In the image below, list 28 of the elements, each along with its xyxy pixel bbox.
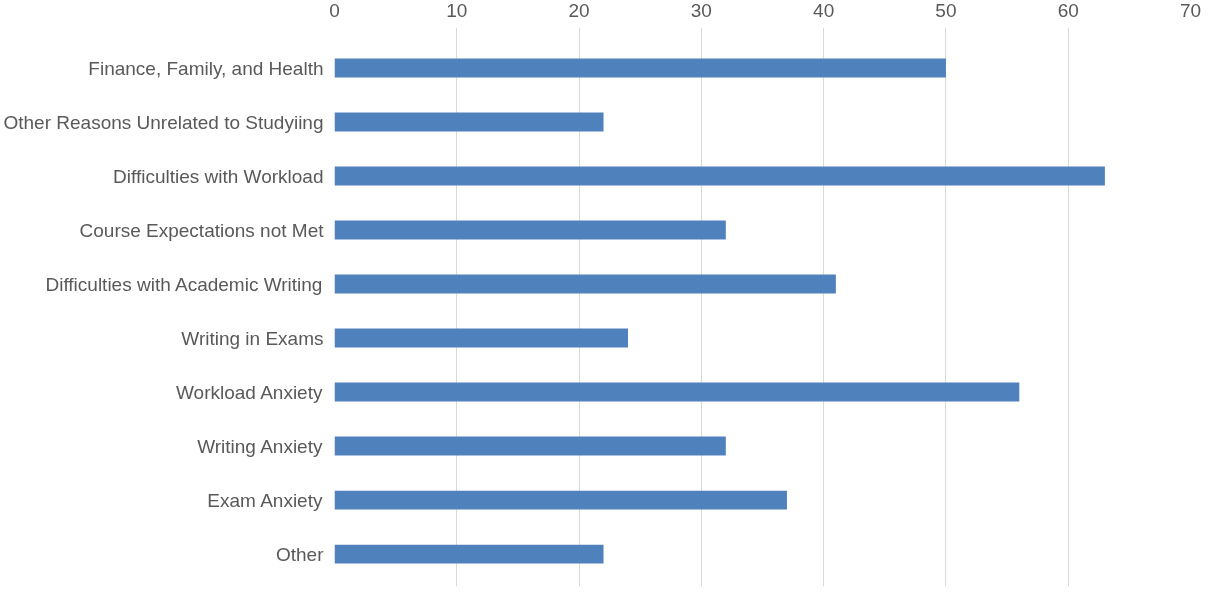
y-tick-label: Writing in Exams [181, 327, 324, 349]
y-tick-label: Course Expectations not Met [79, 219, 325, 241]
bar [334, 436, 726, 456]
x-tick-label: 10 [446, 0, 468, 21]
bar [334, 490, 787, 510]
x-tick-label: 50 [935, 0, 957, 21]
x-tick-label: 40 [813, 0, 835, 21]
y-tick-label: Difficulties with Workload [113, 165, 324, 187]
x-tick-label: 60 [1057, 0, 1079, 21]
x-tick-label: 70 [1179, 0, 1202, 21]
bar [334, 544, 604, 564]
x-tick-label: 20 [568, 0, 590, 21]
bar [334, 274, 836, 294]
y-tick-label: Difficulties with Academic Writing [45, 273, 323, 295]
y-tick-label: Workload Anxiety [176, 381, 323, 403]
y-tick-label: Writing Anxiety [197, 435, 323, 457]
x-tick-label: 30 [690, 0, 712, 21]
bar [334, 382, 1020, 402]
bar [334, 220, 726, 240]
y-tick-label: Other Reasons Unrelated to Studyiing [3, 111, 324, 133]
bar [334, 166, 1105, 186]
bar [334, 58, 946, 78]
y-tick-label: Finance, Family, and Health [88, 57, 324, 79]
y-tick-label: Exam Anxiety [207, 489, 323, 511]
x-tick-label: 0 [329, 0, 340, 21]
bar [334, 112, 604, 132]
y-tick-label: Other [275, 543, 325, 565]
bar [334, 328, 628, 348]
